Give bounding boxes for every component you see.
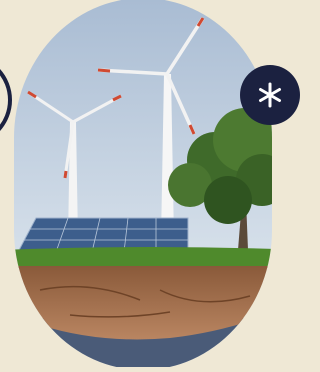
solar-panel [18, 218, 188, 252]
hero-illustration [0, 0, 303, 367]
grass [0, 247, 303, 268]
page: {} [0, 0, 303, 367]
